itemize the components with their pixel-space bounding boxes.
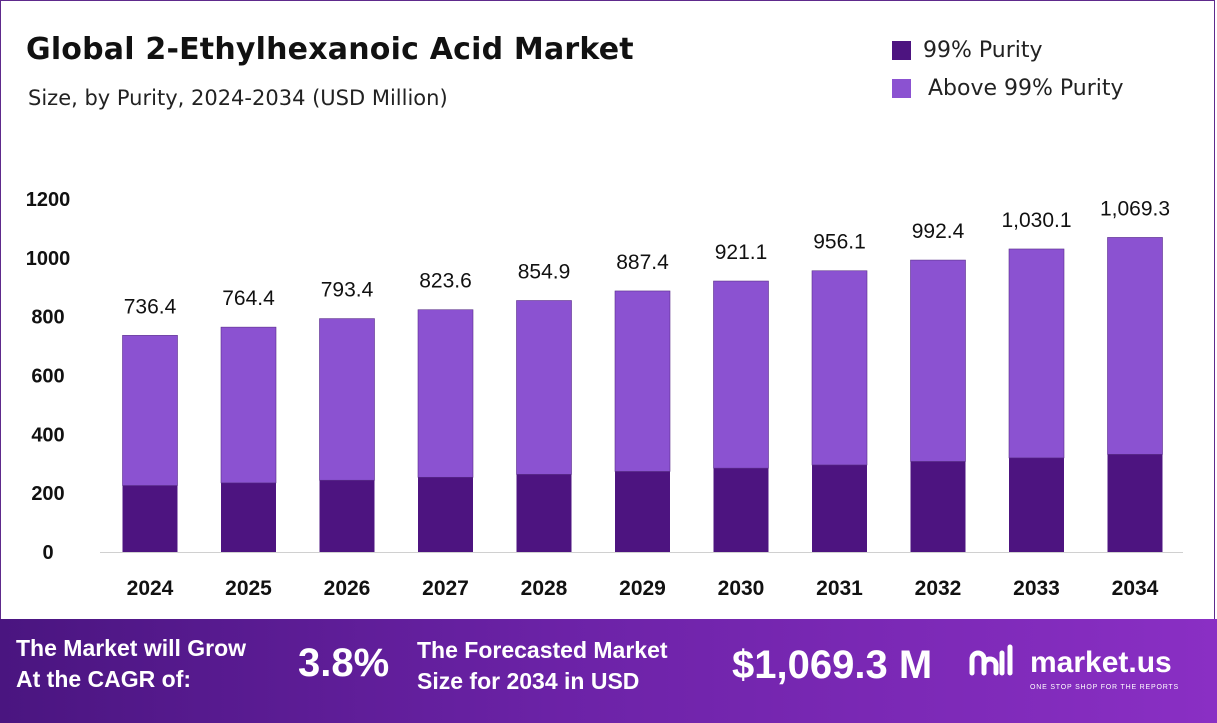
market-us-brand: market.us ONE STOP SHOP FOR THE REPORTS <box>968 643 1178 691</box>
cagr-label-line-1: The Market will Grow <box>16 635 247 661</box>
x-tick-label-2032: 2032 <box>915 577 962 600</box>
bar-above-99-purity-2033 <box>1008 248 1065 459</box>
legend-swatch-above-99-purity <box>892 79 911 98</box>
bar-above-99-purity-2031 <box>811 270 868 466</box>
bar-99-purity-2029 <box>615 471 670 552</box>
x-tick-label-2025: 2025 <box>225 577 272 600</box>
bar-above-99-purity-2034 <box>1107 237 1163 455</box>
bar-99-purity-2033 <box>1009 457 1064 552</box>
bar-chart: 0 200 400 600 800 1000 1200 736.4 2024 764.4 2025 7… <box>26 189 1183 600</box>
x-tick-label-2033: 2033 <box>1013 577 1060 600</box>
legend-swatch-99-purity <box>892 41 911 60</box>
x-tick-label-2030: 2030 <box>718 577 765 600</box>
bar-99-purity-2030 <box>713 468 769 552</box>
legend-item-99-purity: 99% Purity <box>892 38 1043 63</box>
y-tick-label-200: 200 <box>31 483 64 505</box>
data-label-2033: 1,030.1 <box>1001 209 1071 232</box>
bar-99-purity-2024 <box>122 485 178 552</box>
bar-above-99-purity-2028 <box>516 300 572 475</box>
bar-above-99-purity-2026 <box>319 318 375 481</box>
bar-99-purity-2027 <box>418 477 473 552</box>
forecast-label: The Forecasted Market Size for 2034 in U… <box>417 635 668 697</box>
cagr-label: The Market will Grow At the CAGR of: <box>16 633 246 695</box>
chart-subtitle: Size, by Purity, 2024-2034 (USD Million) <box>28 86 448 110</box>
bar-above-99-purity-2025 <box>220 326 277 484</box>
bar-99-purity-2031 <box>812 464 867 552</box>
x-tick-label-2026: 2026 <box>324 577 371 600</box>
data-label-2031: 956.1 <box>813 231 866 254</box>
bar-above-99-purity-2032 <box>910 259 966 462</box>
bar-above-99-purity-2024 <box>122 335 178 486</box>
x-tick-label-2029: 2029 <box>619 577 666 600</box>
data-label-2034: 1,069.3 <box>1100 197 1170 220</box>
bar-99-purity-2032 <box>910 461 966 552</box>
brand-name: market.us <box>1030 646 1172 679</box>
y-tick-label-800: 800 <box>31 307 64 329</box>
bar-above-99-purity-2027 <box>417 309 474 478</box>
bar-above-99-purity-2029 <box>614 290 671 472</box>
y-tick-label-600: 600 <box>31 366 64 388</box>
forecast-label-line-1: The Forecasted Market <box>417 637 668 663</box>
brand-tagline: ONE STOP SHOP FOR THE REPORTS <box>1030 684 1179 691</box>
bar-99-purity-2034 <box>1107 454 1163 552</box>
data-label-2024: 736.4 <box>124 295 177 318</box>
x-tick-label-2034: 2034 <box>1112 577 1159 600</box>
y-tick-label-1200: 1200 <box>26 189 71 211</box>
data-label-2025: 764.4 <box>222 287 275 310</box>
y-tick-label-400: 400 <box>31 424 64 446</box>
data-label-2026: 793.4 <box>321 279 374 302</box>
legend-label-above-99-purity: Above 99% Purity <box>928 76 1124 101</box>
bar-99-purity-2025 <box>221 482 276 552</box>
market-us-logo-icon <box>969 644 1013 676</box>
y-tick-label-0: 0 <box>42 542 53 564</box>
cagr-value: 3.8% <box>298 641 390 685</box>
y-tick-label-1000: 1000 <box>26 248 71 270</box>
footer-banner: The Market will Grow At the CAGR of: 3.8… <box>0 619 1217 723</box>
x-tick-label-2027: 2027 <box>422 577 469 600</box>
forecast-label-line-2: Size for 2034 in USD <box>417 668 640 694</box>
data-label-2029: 887.4 <box>616 251 669 274</box>
legend-item-above-99-purity: Above 99% Purity <box>892 76 1124 101</box>
x-tick-label-2028: 2028 <box>521 577 568 600</box>
data-label-2027: 823.6 <box>419 270 472 293</box>
legend-label-99-purity: 99% Purity <box>923 38 1043 63</box>
x-tick-label-2031: 2031 <box>816 577 863 600</box>
bar-99-purity-2026 <box>319 480 375 552</box>
forecast-value: $1,069.3 M <box>732 643 933 687</box>
data-label-2032: 992.4 <box>912 220 965 243</box>
bar-above-99-purity-2030 <box>713 280 769 469</box>
chart-title: Global 2-Ethylhexanoic Acid Market <box>26 32 634 67</box>
cagr-label-line-2: At the CAGR of: <box>16 666 192 692</box>
data-label-2028: 854.9 <box>518 261 571 284</box>
data-label-2030: 921.1 <box>715 241 768 264</box>
bar-99-purity-2028 <box>516 474 572 552</box>
x-tick-label-2024: 2024 <box>127 577 174 600</box>
